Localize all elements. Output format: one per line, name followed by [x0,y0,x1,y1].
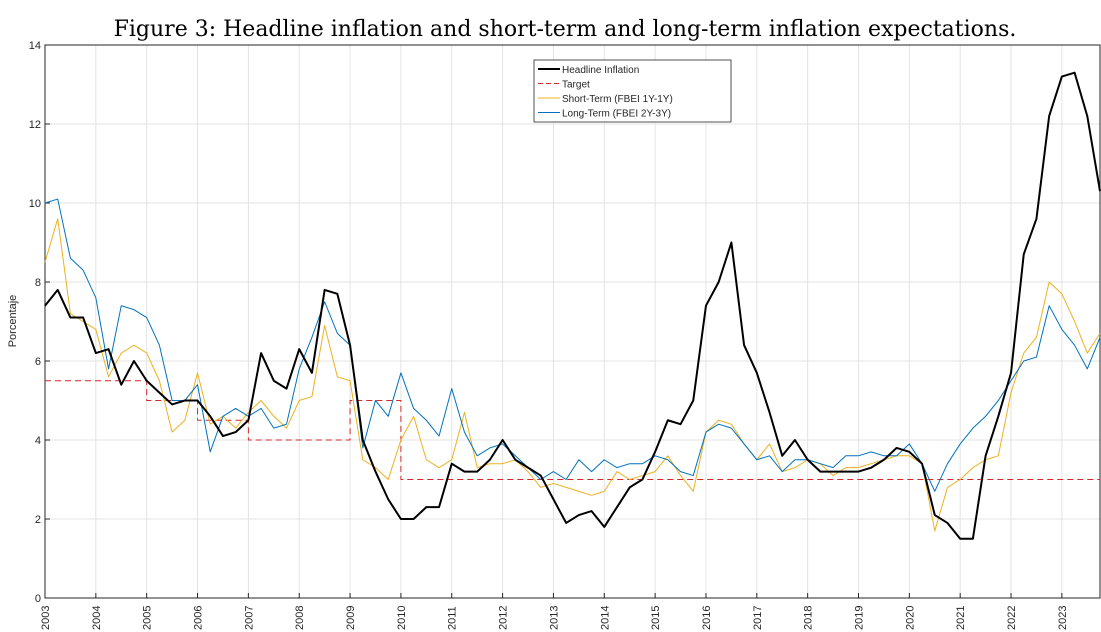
x-tick-label: 2017 [752,606,764,630]
x-tick-label: 2004 [91,606,103,630]
y-tick-label: 14 [29,40,41,52]
x-tick-label: 2015 [650,606,662,630]
legend-label: Headline Inflation [562,65,639,76]
x-tick-label: 2021 [955,606,967,630]
y-tick-label: 8 [35,277,41,289]
x-tick-label: 2003 [40,606,52,630]
plot-frame [44,44,1101,599]
legend-label: Long-Term (FBEI 2Y-3Y) [562,109,671,120]
series-line [45,380,1100,480]
x-tick-label: 2012 [498,606,510,630]
y-tick-label: 0 [35,593,41,605]
legend: Headline Inflation Target Short-Term (FBEI… [533,59,732,123]
x-tick-label: 2007 [243,606,255,630]
x-tick-label: 2009 [345,606,357,630]
y-axis-label: Porcentaje [7,295,19,348]
x-tick-label: 2013 [548,606,560,630]
x-tick-label: 2011 [447,606,459,630]
series-line [44,218,1101,532]
x-tick-label: 2020 [904,606,916,630]
x-tick-label: 2014 [599,606,611,630]
legend-box [533,59,732,123]
x-tick-label: 2016 [701,606,713,630]
x-tick-label: 2019 [853,606,865,630]
series-line [44,71,1101,540]
x-tick-label: 2023 [1057,606,1069,630]
y-tick-label: 2 [35,514,41,526]
y-tick-label: 6 [35,356,41,368]
x-tick-label: 2018 [803,606,815,630]
x-tick-label: 2008 [294,606,306,630]
y-tick-label: 12 [29,119,41,131]
series-line [44,198,1101,492]
y-tick-label: 10 [29,198,41,210]
y-tick-label: 4 [35,435,41,447]
chart-title: Figure 3: Headline inflation and short-t… [114,17,1017,42]
x-tick-label: 2005 [142,606,154,630]
legend-label: Target [562,80,590,91]
legend-label: Short-Term (FBEI 1Y-1Y) [562,94,673,105]
x-tick-label: 2006 [193,606,205,630]
x-tick-label: 2010 [396,606,408,630]
x-tick-label: 2022 [1006,606,1018,630]
